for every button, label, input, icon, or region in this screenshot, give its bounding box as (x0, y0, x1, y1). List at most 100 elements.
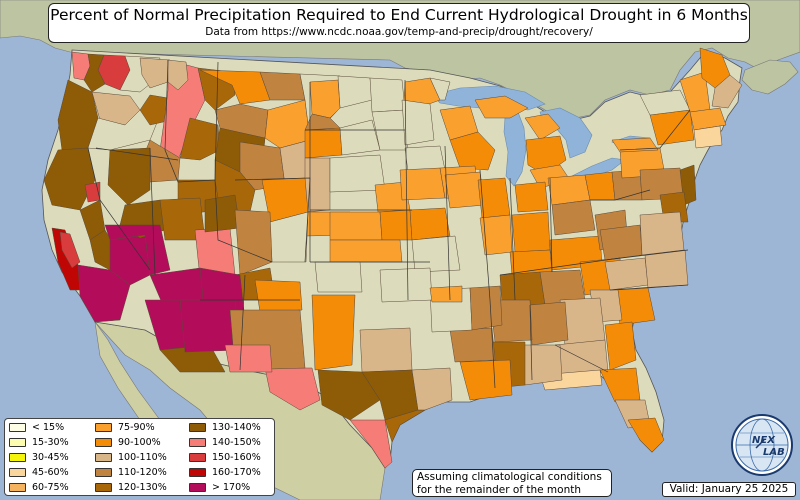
region-me-south (711, 74, 743, 109)
region-ky-west (509, 249, 553, 276)
legend-swatch (189, 453, 206, 462)
region-nc-east (644, 249, 689, 289)
legend-item: 120-130% (95, 482, 167, 494)
region-mn-ne (429, 77, 451, 101)
legend-swatch (9, 468, 26, 477)
legend-swatch (9, 483, 26, 492)
nexlab-globe-icon: NEX LAB (731, 414, 793, 476)
legend-item: 110-120% (95, 467, 167, 479)
legend-item: 45-60% (9, 467, 69, 479)
legend-label: 150-160% (212, 452, 261, 463)
region-id-panhandle (167, 59, 189, 91)
legend-swatch (95, 453, 112, 462)
nova-scotia-land (741, 59, 799, 95)
region-ks-south (329, 239, 403, 263)
legend-swatch (95, 438, 112, 447)
assumption-note: Assuming climatological conditions for t… (412, 469, 612, 497)
legend-item: > 170% (189, 482, 250, 494)
legend-label: 15-30% (32, 437, 69, 448)
region-wi-central (449, 131, 496, 171)
region-tx-panhandle (314, 261, 363, 293)
drought-regions (43, 47, 743, 469)
region-sd-sw (304, 113, 341, 131)
region-nd-east (369, 77, 406, 113)
map-title: Percent of Normal Precipitation Required… (50, 6, 748, 24)
legend-item: 60-75% (9, 482, 69, 494)
region-mo-south (411, 235, 461, 273)
region-oh-east (584, 171, 616, 201)
region-in-north (514, 181, 549, 213)
region-nm-central (179, 299, 241, 353)
legend-swatch (189, 423, 206, 432)
region-mo-north (409, 207, 451, 241)
assumption-note-line-2: for the remainder of the month (417, 483, 582, 496)
legend-label: 160-170% (212, 467, 261, 478)
region-or-east (87, 109, 161, 151)
map-subtitle: Data from https://www.ncdc.noaa.gov/temp… (205, 26, 593, 38)
legend-label: 120-130% (118, 482, 167, 493)
legend-swatch (189, 468, 206, 477)
region-mt-nw (199, 69, 271, 105)
region-oh-north (547, 174, 591, 206)
region-ca-ne (84, 181, 101, 203)
legend-item: 90-100% (95, 437, 161, 449)
region-id-central (179, 117, 221, 161)
legend-swatch (9, 423, 26, 432)
legend-label: 30-45% (32, 452, 69, 463)
region-ok-east (379, 267, 433, 303)
region-ca-coast-inner (59, 231, 81, 269)
region-wa-se (139, 57, 171, 89)
region-mi-north (524, 113, 561, 141)
region-va-west (599, 224, 643, 261)
valid-date-label: Valid: January 25 2025 (662, 482, 796, 497)
region-nc-west (604, 257, 649, 291)
region-mn-central (401, 99, 435, 146)
legend-label: 45-60% (32, 467, 69, 478)
region-tx-central (317, 369, 381, 421)
region-sd-west (304, 127, 343, 159)
lake-michigan (503, 111, 527, 187)
region-al-north (529, 301, 569, 346)
legend-label: 75-90% (118, 422, 155, 433)
region-al-south (519, 344, 563, 386)
region-ok-central (429, 285, 463, 303)
legend-label: > 170% (212, 482, 251, 493)
region-la-north (449, 327, 496, 363)
region-tx-coast (384, 409, 426, 443)
region-tx-nw (311, 294, 356, 371)
title-box: Percent of Normal Precipitation Required… (48, 3, 750, 43)
assumption-note-line-1: Assuming climatological conditions (417, 471, 602, 483)
region-ut-se (204, 194, 241, 233)
state-borders (87, 59, 691, 389)
legend-item: 150-160% (189, 452, 261, 464)
region-ny-east (649, 109, 695, 146)
legend-label: < 15% (32, 422, 65, 433)
region-ma (689, 107, 727, 131)
legend-item: 140-150% (189, 437, 261, 449)
logo-text-lab: LAB (763, 447, 785, 458)
region-oh-central (551, 199, 596, 236)
region-mi-up (474, 95, 529, 119)
region-nm-south (224, 344, 273, 373)
legend-item: < 15% (9, 422, 64, 434)
region-in-south (511, 211, 551, 253)
legend-label: 100-110% (118, 452, 167, 463)
legend-label: 90-100% (118, 437, 161, 448)
region-tx-north (359, 327, 413, 373)
region-wa-puget (83, 53, 106, 93)
legend-swatch (95, 423, 112, 432)
region-tx-south (349, 419, 393, 469)
legend-item: 30-45% (9, 452, 69, 464)
legend-item: 100-110% (95, 452, 167, 464)
legend-swatch (95, 483, 112, 492)
legend-swatch (9, 453, 26, 462)
legend-item: 15-30% (9, 437, 69, 449)
legend-label: 60-75% (32, 482, 69, 493)
legend-swatch (189, 438, 206, 447)
region-nv-north (107, 147, 151, 206)
region-nd-central (309, 79, 341, 119)
region-tx-se (411, 367, 453, 411)
region-ga-east (604, 321, 637, 371)
legend-label: 110-120% (118, 467, 167, 478)
